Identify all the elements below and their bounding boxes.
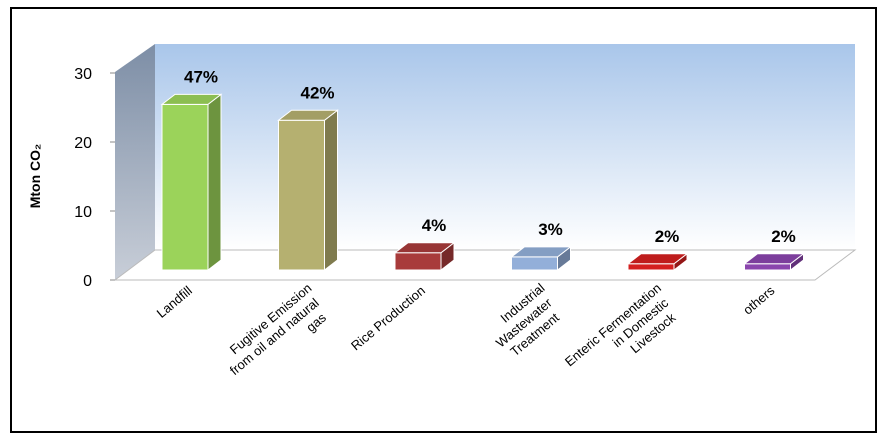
data-label: 3% — [538, 220, 563, 239]
bar — [511, 256, 558, 271]
bar — [278, 119, 325, 271]
data-label: 42% — [300, 83, 334, 102]
side-wall — [115, 44, 155, 280]
y-axis-label: Mton CO₂ — [27, 144, 43, 209]
bar-top — [277, 109, 339, 121]
y-tick-label: 30 — [74, 66, 92, 83]
data-label: 4% — [422, 216, 447, 235]
y-tick-label: 20 — [74, 135, 92, 152]
back-wall — [155, 44, 855, 250]
bar-side — [207, 93, 222, 272]
data-label: 2% — [655, 227, 680, 246]
bar-top — [160, 93, 223, 105]
data-label: 47% — [184, 67, 218, 86]
bar-top — [510, 246, 572, 258]
bar-side — [324, 109, 338, 272]
bar — [627, 263, 675, 271]
bar — [744, 263, 791, 271]
bar — [394, 252, 442, 271]
bar-top — [393, 242, 456, 254]
bar — [161, 103, 209, 271]
bar-top — [743, 253, 805, 265]
bar-top — [626, 253, 689, 265]
y-tick-label: 0 — [83, 273, 92, 290]
y-tick-label: 10 — [74, 204, 92, 221]
data-label: 2% — [771, 227, 796, 246]
